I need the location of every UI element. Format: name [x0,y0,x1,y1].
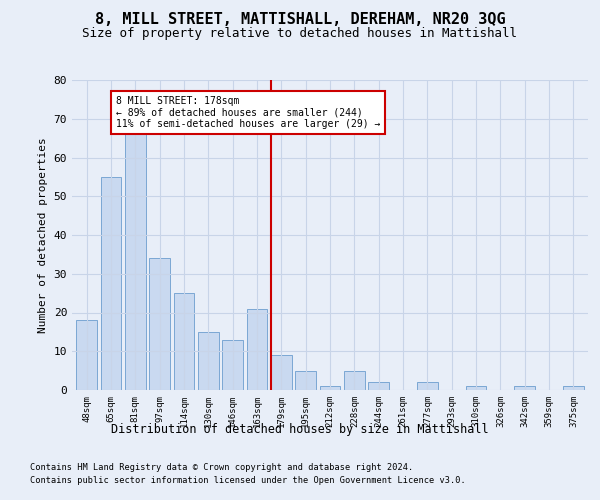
Bar [417,382,438,390]
Bar [125,134,146,390]
Bar [563,386,584,390]
Bar [514,386,535,390]
Text: 8 MILL STREET: 178sqm
← 89% of detached houses are smaller (244)
11% of semi-det: 8 MILL STREET: 178sqm ← 89% of detached … [116,96,380,128]
Y-axis label: Number of detached properties: Number of detached properties [38,137,48,333]
Bar [149,258,170,390]
Bar [320,386,340,390]
Text: Size of property relative to detached houses in Mattishall: Size of property relative to detached ho… [83,28,517,40]
Text: Contains HM Land Registry data © Crown copyright and database right 2024.: Contains HM Land Registry data © Crown c… [30,462,413,471]
Text: Contains public sector information licensed under the Open Government Licence v3: Contains public sector information licen… [30,476,466,485]
Bar [466,386,487,390]
Bar [198,332,218,390]
Bar [101,177,121,390]
Bar [271,355,292,390]
Text: 8, MILL STREET, MATTISHALL, DEREHAM, NR20 3QG: 8, MILL STREET, MATTISHALL, DEREHAM, NR2… [95,12,505,28]
Bar [295,370,316,390]
Bar [344,370,365,390]
Bar [222,340,243,390]
Bar [368,382,389,390]
Text: Distribution of detached houses by size in Mattishall: Distribution of detached houses by size … [111,422,489,436]
Bar [76,320,97,390]
Bar [173,293,194,390]
Bar [247,308,268,390]
